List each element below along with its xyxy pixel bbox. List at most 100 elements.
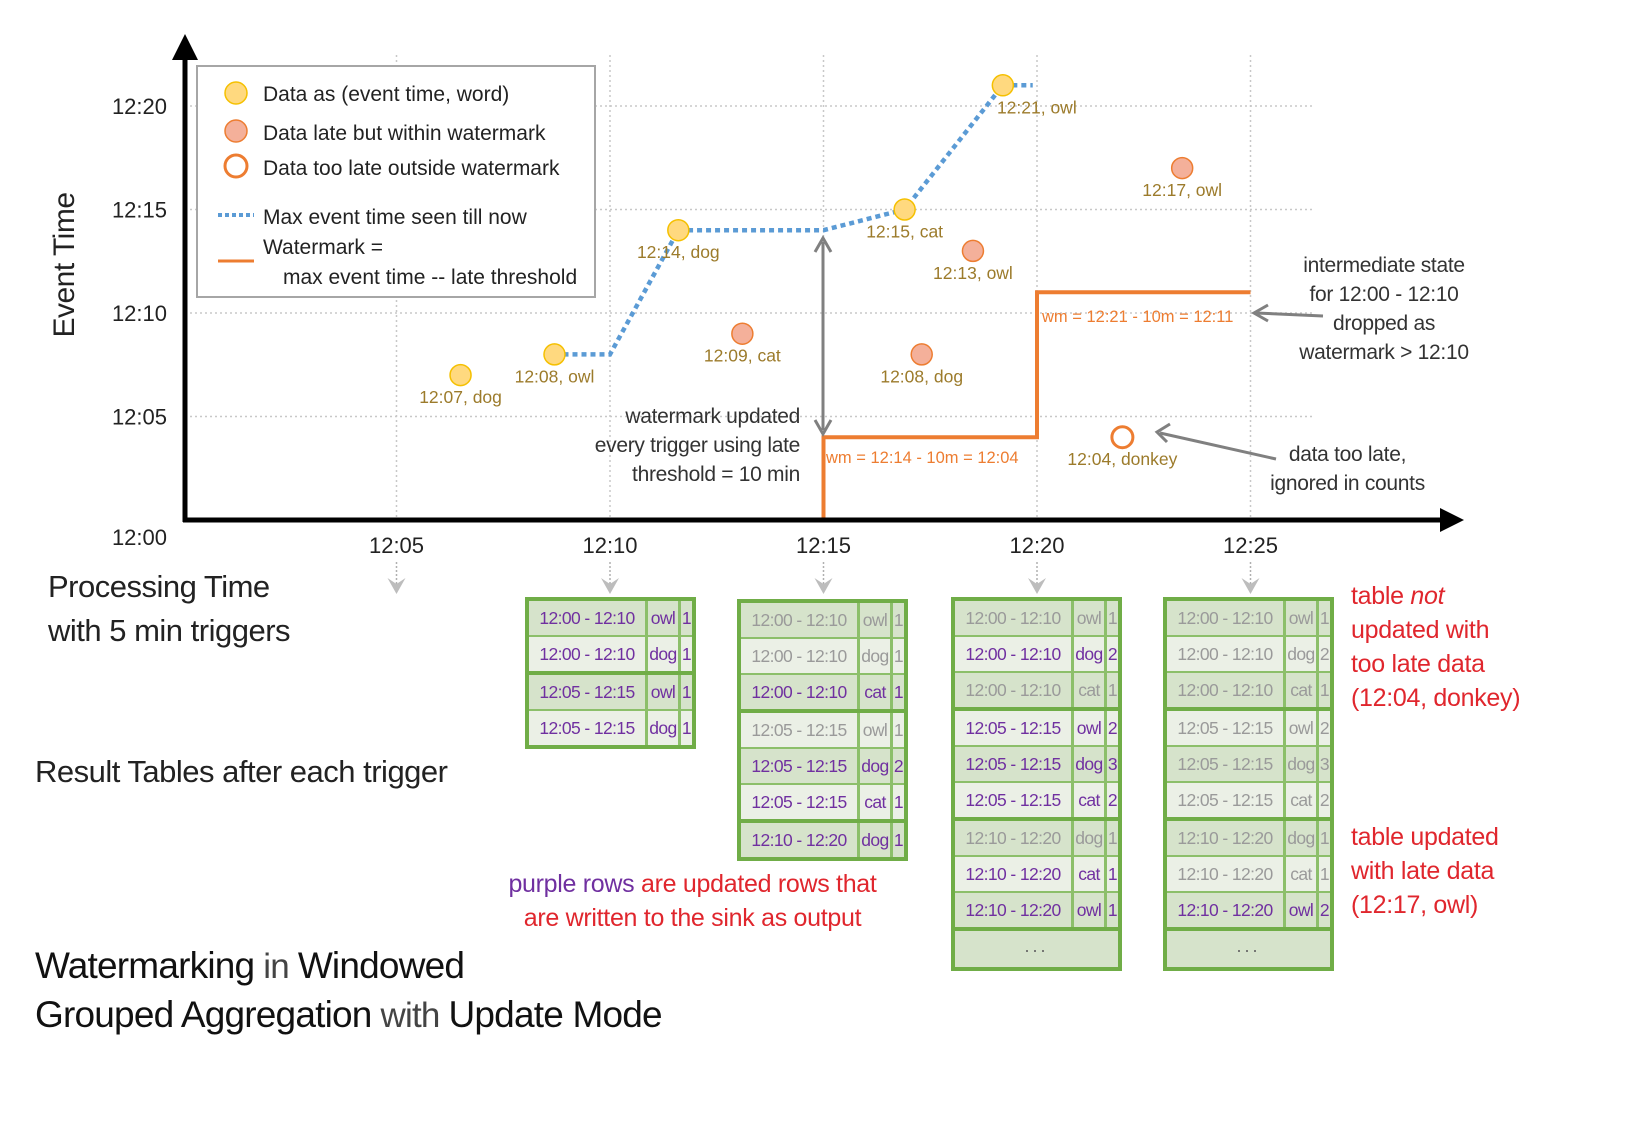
cell-window: 12:10 - 12:20 — [741, 823, 860, 857]
watermark-update-note: watermark updated every trigger using la… — [560, 402, 801, 489]
data-point-label: 12:13, owl — [933, 263, 1013, 283]
note-line: watermark > 12:10 — [1299, 341, 1469, 364]
series-lines — [554, 83, 1251, 520]
note-line: threshold = 10 min — [632, 463, 800, 486]
data-point-label: 12:09, cat — [704, 346, 781, 366]
cell-window: 12:10 - 12:20 — [955, 893, 1074, 927]
table-row: 12:05 - 12:15 owl 2 — [1167, 711, 1330, 747]
legend: Data as (event time, word) Data late but… — [196, 65, 596, 298]
title-part: in — [254, 947, 298, 986]
cell-count: 1 — [681, 644, 692, 664]
purple-rows-note: purple rows are updated rows that are wr… — [480, 867, 905, 935]
note-line: every trigger using late — [594, 434, 801, 457]
cell-count: 3 — [1319, 754, 1330, 774]
cell-window: 12:00 - 12:10 — [1167, 673, 1286, 707]
cell-window: 12:00 - 12:10 — [741, 639, 860, 673]
table-row-updated: 12:00 - 12:10 owl 1 — [529, 601, 692, 637]
cell-count: 2 — [1107, 718, 1118, 738]
y-tick-label: 12:15 — [112, 198, 167, 223]
cell-word: dog — [1286, 747, 1319, 781]
note-text: (12:04, donkey) — [1351, 684, 1521, 712]
result-table-12-20: 12:00 - 12:10 owl 1 12:00 - 12:10 dog 2 12:00 … — [951, 597, 1122, 971]
arrowhead-up — [813, 234, 833, 253]
cell-word: owl — [1074, 893, 1107, 927]
cell-count: 1 — [681, 608, 692, 628]
cell-count: 2 — [1319, 718, 1330, 738]
table-row-updated: 12:10 - 12:20 owl 2 — [1167, 893, 1330, 931]
table-row: 12:05 - 12:15 owl 1 — [741, 713, 904, 749]
cell-count: 1 — [1319, 608, 1330, 628]
legend-max-event: Max event time seen till now — [263, 206, 528, 229]
legend-box — [196, 65, 596, 298]
cell-window: 12:05 - 12:15 — [741, 713, 860, 747]
cell-count: 1 — [681, 682, 692, 702]
legend-watermark-1: Watermark = — [263, 236, 383, 259]
x-tick-label: 12:25 — [1223, 533, 1278, 558]
data-point-late — [731, 322, 754, 345]
table-row-updated: 12:05 - 12:15 cat 1 — [741, 785, 904, 823]
arrowhead-left — [1250, 303, 1269, 323]
on-time-dot-icon — [224, 81, 248, 105]
note-text: table updated — [1351, 823, 1499, 851]
table-row: 12:00 - 12:10 owl 1 — [741, 603, 904, 639]
table-row: 12:10 - 12:20 dog 1 — [1167, 821, 1330, 857]
cell-word: dog — [648, 711, 681, 745]
data-point-label: 12:21, owl — [997, 97, 1077, 117]
cell-count: 1 — [681, 718, 692, 738]
table-row: 12:00 - 12:10 dog 2 — [1167, 637, 1330, 673]
trigger-arrow-icon — [1028, 578, 1046, 594]
table-row: 12:05 - 12:15 cat 2 — [1167, 783, 1330, 821]
table-row-updated: 12:05 - 12:15 dog 2 — [741, 749, 904, 785]
watermark-label-2: wm = 12:21 - 10m = 12:11 — [1041, 308, 1233, 326]
cell-word: cat — [1074, 857, 1107, 891]
arrowhead-too-late — [1154, 422, 1171, 444]
tick-labels: 12:00 12:05 12:10 12:15 12:20 12:05 12:10 12:15… — [112, 94, 1278, 558]
cell-word: cat — [860, 785, 893, 819]
table-row-updated: 12:05 - 12:15 cat 2 — [955, 783, 1118, 821]
cell-window: 12:05 - 12:15 — [955, 783, 1074, 817]
table-more-rows: ... — [1167, 931, 1330, 967]
data-point-on-time — [667, 218, 690, 242]
too-late-note: data too late, ignored in counts — [1255, 440, 1440, 498]
legend-watermark-2: max event time -- late threshold — [283, 266, 577, 289]
cell-window: 12:05 - 12:15 — [955, 747, 1074, 781]
title-part: Windowed — [297, 945, 465, 986]
cell-window: 12:10 - 12:20 — [955, 821, 1074, 855]
trigger-arrow-icon — [601, 578, 619, 594]
cell-window: 12:05 - 12:15 — [1167, 783, 1286, 817]
max-event-time-line — [554, 83, 1033, 357]
table-row-updated: 12:10 - 12:20 cat 1 — [955, 857, 1118, 893]
note-line: data too late, — [1288, 443, 1407, 466]
table-row-updated: 12:10 - 12:20 dog 1 — [741, 823, 904, 857]
cell-word: dog — [1286, 637, 1319, 671]
cell-window: 12:10 - 12:20 — [1167, 857, 1286, 891]
note-line: ignored in counts — [1270, 472, 1425, 495]
late-dot-icon — [224, 119, 248, 143]
cell-word: owl — [1286, 601, 1319, 635]
trigger-arrow-icon — [814, 578, 833, 594]
table-row-updated: 12:05 - 12:15 owl 2 — [955, 711, 1118, 747]
cell-word: dog — [1286, 821, 1319, 855]
cell-count: 1 — [1107, 828, 1118, 848]
x-axis-title-line-2: with 5 min triggers — [48, 613, 291, 648]
x-axis-title-line-1: Processing Time — [48, 569, 270, 604]
table-updated-note: table updated with late data (12:17, owl… — [1351, 820, 1499, 922]
data-point-label: 12:04, donkey — [1067, 449, 1177, 469]
data-point-label: 12:14, dog — [637, 242, 720, 262]
cell-word: cat — [1074, 673, 1107, 707]
cell-count: 2 — [1319, 644, 1330, 664]
table-row: 12:00 - 12:10 owl 1 — [955, 601, 1118, 637]
data-point-on-time — [543, 343, 566, 366]
note-text: table — [1351, 582, 1411, 610]
cell-window: 12:05 - 12:15 — [1167, 711, 1286, 745]
table-not-updated-note: table not updated with too late data (12… — [1351, 579, 1521, 715]
cell-word: owl — [1286, 893, 1319, 927]
too-late-ring-icon — [223, 153, 249, 179]
diagram-title: Watermarking in Windowed Grouped Aggrega… — [35, 942, 663, 1040]
cell-word: owl — [1074, 601, 1107, 635]
cell-count: 1 — [1107, 608, 1118, 628]
cell-word: owl — [648, 675, 681, 709]
cell-window: 12:05 - 12:15 — [741, 749, 860, 783]
cell-count: 2 — [893, 756, 904, 776]
cell-word: dog — [1074, 821, 1107, 855]
